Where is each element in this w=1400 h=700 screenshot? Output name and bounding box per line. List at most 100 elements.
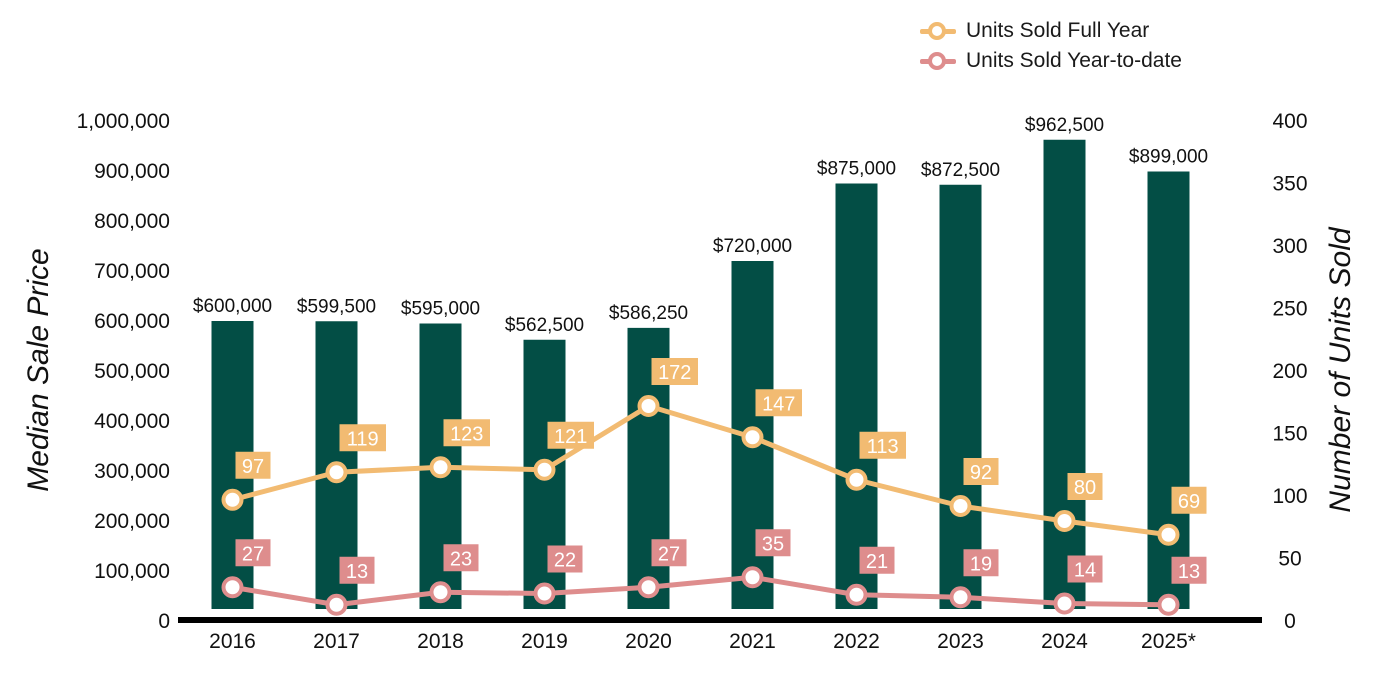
bar-value-label-2020: $586,250 bbox=[609, 303, 688, 324]
data-label-box-ytd bbox=[651, 539, 687, 567]
data-label-box-ytd bbox=[755, 529, 791, 557]
data-label-ytd-2023: 19 bbox=[970, 553, 992, 575]
y2-tick-label: 200 bbox=[1272, 360, 1307, 383]
y-tick-label: 500,000 bbox=[94, 360, 170, 383]
bar-value-label-2024: $962,500 bbox=[1025, 115, 1104, 136]
x-tick-label: 2018 bbox=[417, 630, 464, 653]
y2-tick-label: 350 bbox=[1272, 173, 1307, 196]
bar-value-label-2017: $599,500 bbox=[297, 296, 376, 317]
y2-tick-label: 400 bbox=[1272, 110, 1307, 133]
data-label-box-full-year bbox=[755, 389, 802, 417]
bar-value-label-2016: $600,000 bbox=[193, 296, 272, 317]
legend-item-full-year[interactable]: Units Sold Full Year bbox=[918, 16, 1182, 46]
y-tick-label: 600,000 bbox=[94, 310, 170, 333]
x-tick-label: 2023 bbox=[937, 630, 984, 653]
point-full-year-2023 bbox=[949, 495, 972, 517]
y2-tick-label: 250 bbox=[1272, 298, 1307, 321]
legend-item-ytd[interactable]: Units Sold Year-to-date bbox=[918, 46, 1182, 76]
data-label-box-ytd bbox=[859, 546, 895, 574]
bar-value-label-2022: $875,000 bbox=[817, 159, 896, 180]
point-ytd-2023 bbox=[949, 586, 972, 609]
series-line-full-year bbox=[230, 403, 1171, 538]
y-tick-label: 700,000 bbox=[94, 260, 170, 283]
data-label-full-year-2024: 80 bbox=[1074, 477, 1096, 499]
point-full-year-2019 bbox=[533, 458, 556, 481]
point-full-year-2024 bbox=[1053, 510, 1076, 532]
data-label-full-year-2022: 113 bbox=[867, 436, 899, 458]
bar-2023 bbox=[939, 184, 982, 609]
bar-2022 bbox=[835, 183, 878, 609]
data-label-full-year-2021: 147 bbox=[762, 393, 795, 415]
x-tick-label: 2021 bbox=[729, 630, 776, 653]
data-label-ytd-2016: 27 bbox=[242, 543, 264, 565]
chart-legend: Units Sold Full Year Units Sold Year-to-… bbox=[918, 16, 1182, 76]
legend-label-full-year: Units Sold Full Year bbox=[966, 19, 1150, 42]
x-tick-label: 2024 bbox=[1041, 630, 1088, 653]
point-full-year-2022 bbox=[845, 468, 868, 491]
data-label-box-ytd bbox=[443, 544, 479, 572]
y-tick-label: 300,000 bbox=[94, 460, 170, 483]
point-ytd-2018 bbox=[429, 581, 452, 604]
data-label-full-year-2017: 119 bbox=[347, 428, 379, 450]
bar-value-label-2025: $899,000 bbox=[1129, 147, 1208, 168]
point-full-year-2025 bbox=[1157, 523, 1180, 546]
y-tick-label: 900,000 bbox=[94, 160, 170, 183]
x-tick-label: 2020 bbox=[625, 630, 672, 653]
point-full-year-2016 bbox=[221, 488, 244, 511]
x-tick-label: 2022 bbox=[833, 630, 880, 653]
bar-value-label-2021: $720,000 bbox=[713, 236, 792, 257]
y-tick-label: 100,000 bbox=[94, 560, 170, 583]
x-axis-line bbox=[178, 617, 1262, 623]
data-label-box-full-year bbox=[443, 419, 490, 447]
data-label-box-ytd bbox=[339, 556, 375, 584]
y-tick-label: 400,000 bbox=[94, 410, 170, 433]
legend-swatch-full-year bbox=[918, 16, 958, 46]
y-tick-label: 800,000 bbox=[94, 210, 170, 233]
data-label-ytd-2017: 13 bbox=[346, 561, 368, 583]
y-axis-title: Median Sale Price bbox=[22, 248, 55, 491]
data-label-box-full-year bbox=[1067, 473, 1103, 500]
data-label-box-ytd bbox=[1171, 556, 1207, 584]
data-label-box-full-year bbox=[235, 451, 271, 479]
point-ytd-2025 bbox=[1157, 593, 1180, 616]
data-label-box-full-year bbox=[1171, 486, 1207, 514]
legend-label-ytd: Units Sold Year-to-date bbox=[966, 49, 1182, 72]
data-label-full-year-2023: 92 bbox=[970, 462, 992, 484]
y-tick-label: 200,000 bbox=[94, 510, 170, 533]
point-ytd-2017 bbox=[325, 593, 348, 616]
x-tick-label: 2017 bbox=[313, 630, 360, 653]
point-ytd-2024 bbox=[1053, 592, 1076, 615]
point-ytd-2016 bbox=[221, 576, 244, 599]
data-label-full-year-2025: 69 bbox=[1178, 491, 1200, 513]
y2-tick-label: 150 bbox=[1272, 423, 1307, 446]
series-line-ytd bbox=[230, 574, 1171, 608]
legend-marker-ytd bbox=[928, 52, 946, 70]
data-label-box-full-year bbox=[963, 458, 999, 485]
data-label-ytd-2021: 35 bbox=[762, 533, 784, 555]
data-label-ytd-2018: 23 bbox=[450, 548, 472, 570]
data-label-full-year-2018: 123 bbox=[450, 423, 483, 445]
point-ytd-2022 bbox=[845, 583, 868, 606]
data-label-box-ytd bbox=[235, 539, 271, 567]
point-ytd-2019 bbox=[533, 582, 556, 605]
data-label-box-full-year bbox=[651, 358, 698, 385]
y2-tick-label: 100 bbox=[1272, 485, 1307, 508]
y2-axis-title: Number of Units Sold bbox=[1324, 226, 1357, 512]
data-label-full-year-2019: 121 bbox=[554, 426, 587, 448]
point-full-year-2017 bbox=[325, 461, 348, 484]
bar-value-label-2023: $872,500 bbox=[921, 160, 1000, 181]
y-tick-label: 0 bbox=[158, 610, 170, 633]
data-label-box-ytd bbox=[1067, 555, 1103, 583]
y-tick-label: 1,000,000 bbox=[77, 110, 170, 133]
data-label-ytd-2019: 22 bbox=[554, 550, 576, 572]
data-label-box-ytd bbox=[547, 545, 583, 573]
legend-swatch-ytd bbox=[918, 46, 958, 76]
data-label-ytd-2025: 13 bbox=[1178, 561, 1200, 583]
data-label-full-year-2016: 97 bbox=[242, 456, 264, 478]
point-full-year-2018 bbox=[429, 456, 452, 479]
bar-value-label-2018: $595,000 bbox=[401, 299, 480, 320]
data-label-full-year-2020: 172 bbox=[658, 362, 691, 384]
data-label-ytd-2024: 14 bbox=[1074, 560, 1096, 582]
y2-tick-label: 300 bbox=[1272, 235, 1307, 258]
